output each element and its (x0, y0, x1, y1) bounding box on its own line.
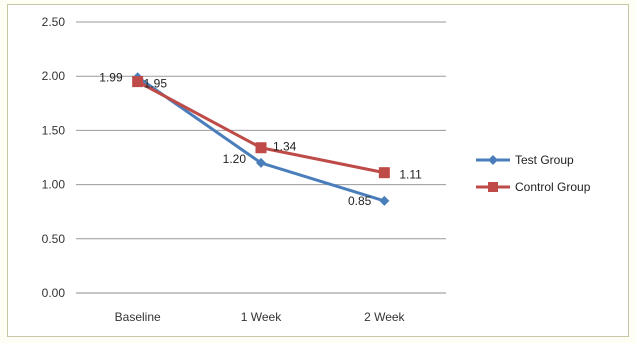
data-point (255, 142, 267, 154)
y-tick-label: 2.50 (42, 15, 66, 29)
x-tick-label: 2 Week (364, 310, 405, 324)
gridlines (76, 21, 446, 294)
series-line (136, 76, 385, 203)
data-point (132, 76, 144, 88)
data-label: 1.95 (144, 77, 168, 91)
y-axis-ticks: 0.00 0.50 1.00 1.50 2.00 2.50 (42, 15, 66, 300)
data-label: 1.11 (399, 168, 422, 182)
x-tick-label: Baseline (115, 310, 161, 324)
y-tick-label: 1.00 (42, 178, 66, 192)
y-tick-label: 2.00 (42, 69, 66, 83)
data-label: 1.20 (223, 152, 247, 166)
data-point (379, 195, 390, 206)
data-point (256, 157, 266, 168)
x-axis-ticks: Baseline 1 Week 2 Week (115, 310, 406, 324)
data-label: 0.85 (348, 194, 372, 208)
x-tick-label: 1 Week (241, 310, 282, 324)
data-point (378, 167, 390, 179)
series-group (132, 72, 390, 206)
y-tick-label: 0.00 (42, 286, 66, 300)
y-tick-label: 0.50 (42, 232, 66, 246)
legend-marker (488, 155, 498, 165)
legend-label: Control Group (515, 180, 591, 194)
legend: Test Group Control Group (476, 153, 591, 194)
chart-frame (7, 4, 629, 337)
legend-label: Test Group (515, 153, 574, 167)
data-label: 1.34 (273, 140, 297, 154)
data-labels: 1.99 1.20 0.85 1.95 1.34 1.11 (99, 70, 422, 208)
y-tick-label: 1.50 (42, 123, 66, 137)
data-label: 1.99 (99, 70, 123, 84)
legend-marker (488, 182, 498, 192)
